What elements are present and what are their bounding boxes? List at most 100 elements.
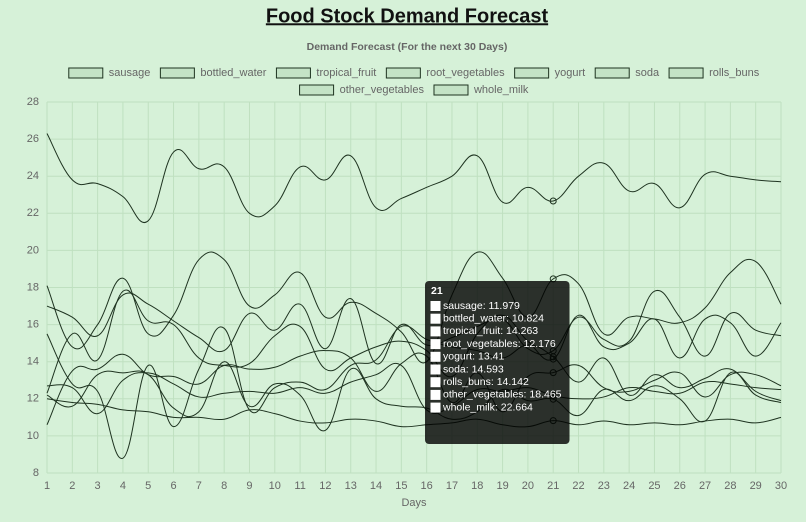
line-series	[46, 362, 782, 415]
chart-subtitle: Demand Forecast (For the next 30 Days)	[307, 41, 508, 53]
tooltip-swatch	[430, 389, 441, 400]
legend-swatch	[514, 67, 550, 79]
x-tick-label: 14	[370, 480, 382, 492]
x-axis-title: Days	[401, 497, 427, 509]
x-tick-label: 4	[120, 480, 126, 492]
tooltip-swatch	[430, 351, 441, 362]
tooltip-label: soda: 14.593	[443, 363, 504, 375]
y-tick-label: 8	[33, 467, 39, 479]
legend-item[interactable]: whole_milk	[433, 84, 529, 96]
x-tick-label: 16	[421, 480, 433, 492]
plot	[46, 133, 782, 459]
x-tick-label: 25	[648, 480, 660, 492]
x-tick-label: 30	[775, 480, 787, 492]
line-series	[46, 398, 782, 428]
legend-swatch	[385, 67, 421, 79]
legend-label: other_vegetables	[340, 84, 425, 96]
legend-label: root_vegetables	[426, 67, 505, 79]
tooltip-label: whole_milk: 22.664	[442, 401, 533, 413]
x-tick-label: 12	[319, 480, 331, 492]
legend-label: bottled_water	[200, 67, 266, 79]
tooltip-swatch	[430, 301, 441, 311]
x-tick-label: 26	[674, 480, 686, 492]
x-tick-label: 3	[95, 480, 101, 492]
legend-item[interactable]: sausage	[68, 67, 151, 79]
x-tick-label: 11	[294, 480, 305, 492]
tooltip-swatch	[430, 326, 441, 337]
y-tick-label: 12	[27, 393, 39, 405]
x-tick-label: 8	[221, 480, 227, 492]
x-tick-label: 15	[395, 480, 407, 492]
legend-item[interactable]: soda	[594, 67, 660, 79]
legend-item[interactable]: yogurt	[514, 67, 586, 79]
x-tick-label: 24	[623, 480, 635, 492]
tooltip-label: sausage: 11.979	[443, 300, 520, 312]
y-tick-label: 22	[27, 207, 39, 219]
tooltip-label: bottled_water: 10.824	[443, 312, 544, 324]
legend-label: sausage	[109, 67, 151, 79]
line-series	[46, 361, 782, 432]
legend-label: soda	[635, 67, 660, 79]
x-tick-label: 10	[269, 480, 281, 492]
x-tick-label: 22	[572, 480, 584, 492]
y-tick-label: 24	[27, 170, 39, 182]
legend-swatch	[668, 67, 704, 79]
legend-label: tropical_fruit	[316, 67, 376, 79]
y-tick-label: 28	[27, 96, 39, 108]
legend-item[interactable]: root_vegetables	[385, 67, 505, 79]
x-tick-label: 28	[724, 480, 736, 492]
y-tick-label: 10	[27, 430, 39, 442]
x-tick-label: 1	[44, 480, 50, 492]
y-tick-label: 14	[27, 356, 39, 368]
legend-swatch	[159, 67, 195, 79]
x-tick-label: 27	[699, 480, 711, 492]
tooltip-label: root_vegetables: 12.176	[443, 338, 556, 350]
legend-item[interactable]: other_vegetables	[299, 84, 425, 96]
legend-item[interactable]: bottled_water	[159, 67, 267, 79]
y-tick-label: 16	[27, 319, 39, 331]
tooltip-swatch	[430, 313, 441, 324]
tooltip-label: yogurt: 13.41	[443, 351, 504, 363]
legend-label: rolls_buns	[709, 67, 760, 79]
tooltip-swatch	[430, 377, 441, 388]
hover-point	[549, 197, 557, 205]
legend-item[interactable]: tropical_fruit	[275, 67, 376, 79]
line-series	[46, 251, 782, 364]
legend-swatch	[433, 84, 469, 96]
x-tick-label: 2	[69, 480, 75, 492]
x-tick-label: 20	[522, 480, 534, 492]
legend-swatch	[594, 67, 630, 79]
x-tick-label: 9	[246, 480, 252, 492]
y-tick-label: 20	[27, 244, 39, 256]
legend-swatch	[275, 67, 311, 79]
chart-title: Food Stock Demand Forecast	[266, 5, 549, 27]
x-tick-label: 7	[196, 480, 202, 492]
line-series	[46, 325, 782, 459]
tooltip-title: 21	[431, 285, 443, 297]
legend-swatch	[299, 84, 335, 96]
legend-item[interactable]: rolls_buns	[668, 67, 760, 79]
tooltip-box	[425, 281, 570, 444]
y-tick-label: 18	[27, 281, 39, 293]
line-series	[46, 133, 782, 224]
tooltip-label: other_vegetables: 18.465	[443, 389, 562, 401]
tooltip-swatch	[430, 364, 441, 375]
tooltip-swatch	[430, 402, 441, 413]
legend-label: yogurt	[555, 67, 586, 79]
x-tick-label: 13	[345, 480, 357, 492]
x-tick-label: 21	[547, 480, 559, 492]
legend: sausage bottled_water tropical_fruit root_v…	[68, 67, 760, 96]
tooltip-label: tropical_fruit: 14.263	[443, 325, 538, 337]
x-tick-label: 29	[750, 480, 762, 492]
x-tick-label: 5	[145, 480, 151, 492]
x-tick-label: 6	[170, 480, 176, 492]
line-series	[46, 289, 782, 365]
legend-label: whole_milk	[473, 84, 529, 96]
x-tick-label: 23	[598, 480, 610, 492]
x-tick-label: 17	[446, 480, 458, 492]
legend-swatch	[68, 67, 104, 79]
tooltip-swatch	[430, 339, 441, 350]
